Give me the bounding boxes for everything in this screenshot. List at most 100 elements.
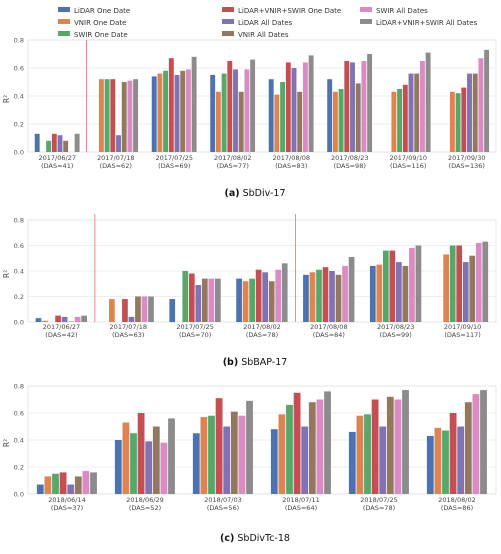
bar bbox=[461, 87, 467, 152]
bar bbox=[415, 245, 422, 322]
panel-caption: (b) SbBAP-17 bbox=[223, 357, 288, 368]
bar bbox=[469, 255, 476, 322]
bar bbox=[238, 91, 244, 152]
y-tick-label: 0.0 bbox=[14, 319, 24, 327]
bar bbox=[355, 83, 361, 152]
bar bbox=[309, 272, 316, 322]
bar bbox=[280, 82, 286, 152]
bar bbox=[467, 73, 472, 152]
y-tick-label: 0.8 bbox=[14, 217, 24, 225]
caption-name: SbDivTc-18 bbox=[234, 533, 290, 544]
bar bbox=[215, 398, 223, 494]
y-tick-label: 0.8 bbox=[14, 37, 24, 45]
bar bbox=[90, 472, 97, 494]
bar bbox=[414, 73, 420, 152]
x-tick-label: 2017/08/02 bbox=[243, 323, 280, 331]
y-tick-label: 0.8 bbox=[14, 383, 24, 391]
bar bbox=[402, 390, 409, 494]
x-tick-label: 2018/07/11 bbox=[282, 496, 319, 504]
bar bbox=[464, 402, 472, 494]
panel-caption: (a) SbDiv-17 bbox=[224, 188, 285, 199]
bar bbox=[67, 484, 75, 494]
legend-label: VNIR All Dates bbox=[238, 31, 289, 39]
x-tick-sublabel: (DAS=136) bbox=[449, 162, 485, 170]
bar bbox=[51, 133, 57, 152]
x-tick-sublabel: (DAS=98) bbox=[334, 162, 366, 170]
bar bbox=[160, 442, 168, 494]
bar bbox=[281, 263, 288, 322]
bar bbox=[122, 299, 128, 322]
bar bbox=[316, 269, 322, 322]
bar bbox=[302, 62, 308, 152]
legend-label: SWIR All Dates bbox=[376, 7, 428, 15]
y-tick-label: 0.0 bbox=[14, 491, 24, 499]
bar bbox=[59, 472, 67, 494]
bar bbox=[291, 68, 297, 152]
legend-swatch bbox=[222, 19, 234, 24]
x-tick-sublabel: (DAS=83) bbox=[275, 162, 307, 170]
x-tick-label: 2017/07/25 bbox=[156, 154, 193, 162]
bar bbox=[34, 133, 40, 152]
legend-swatch bbox=[222, 7, 234, 12]
bar bbox=[223, 426, 231, 494]
bar bbox=[109, 299, 115, 322]
x-tick-sublabel: (DAS=116) bbox=[390, 162, 426, 170]
bar bbox=[238, 415, 246, 494]
bar bbox=[443, 254, 450, 322]
bar bbox=[63, 140, 69, 152]
bar bbox=[275, 269, 282, 322]
bar bbox=[74, 476, 82, 494]
x-tick-sublabel: (DAS=84) bbox=[313, 331, 345, 339]
bar bbox=[255, 269, 262, 322]
x-tick-sublabel: (DAS=56) bbox=[207, 504, 239, 512]
bar bbox=[480, 390, 487, 494]
x-tick-label: 2017/08/02 bbox=[214, 154, 251, 162]
bar bbox=[221, 73, 227, 152]
bar bbox=[227, 61, 233, 152]
bar bbox=[135, 296, 141, 322]
bar bbox=[163, 70, 169, 152]
bar bbox=[145, 441, 153, 494]
bar bbox=[169, 299, 176, 322]
bar bbox=[391, 91, 397, 152]
y-tick-label: 0.4 bbox=[14, 93, 24, 101]
y-axis-label: R² bbox=[2, 95, 11, 103]
bar bbox=[348, 256, 355, 322]
y-tick-label: 0.0 bbox=[14, 149, 24, 157]
bar bbox=[200, 417, 208, 494]
x-tick-sublabel: (DAS=117) bbox=[444, 331, 480, 339]
bar bbox=[327, 79, 333, 152]
y-tick-label: 0.2 bbox=[14, 464, 24, 472]
bar bbox=[127, 80, 133, 152]
bar bbox=[478, 58, 484, 153]
x-tick-sublabel: (DAS=63) bbox=[112, 331, 144, 339]
bar bbox=[367, 54, 373, 152]
bar bbox=[293, 392, 301, 494]
bar bbox=[475, 242, 482, 322]
bar bbox=[456, 245, 463, 322]
bar bbox=[249, 278, 255, 322]
bar bbox=[110, 79, 116, 152]
x-tick-sublabel: (DAS=69) bbox=[158, 162, 190, 170]
bar bbox=[36, 484, 44, 494]
x-tick-label: 2017/07/25 bbox=[176, 323, 213, 331]
legend-swatch bbox=[360, 19, 372, 24]
x-tick-label: 2017/09/10 bbox=[390, 154, 427, 162]
bar bbox=[335, 274, 342, 322]
bar bbox=[371, 399, 379, 494]
x-tick-sublabel: (DAS=78) bbox=[246, 331, 278, 339]
bar bbox=[42, 320, 48, 322]
legend-label: LiDAR One Date bbox=[74, 7, 130, 15]
bar bbox=[402, 265, 409, 322]
bar bbox=[286, 404, 293, 494]
bar bbox=[81, 315, 88, 322]
bar bbox=[35, 318, 42, 322]
x-tick-label: 2017/07/18 bbox=[110, 323, 147, 331]
bar bbox=[270, 429, 278, 494]
bar bbox=[425, 52, 431, 152]
bar bbox=[185, 69, 191, 152]
bar bbox=[303, 274, 309, 322]
bar bbox=[82, 471, 90, 494]
